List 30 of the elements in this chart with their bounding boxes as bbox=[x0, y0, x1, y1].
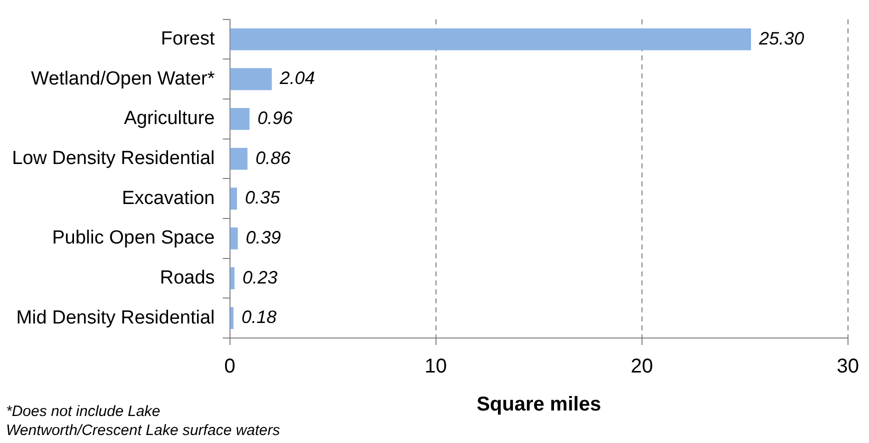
data-label: 0.35 bbox=[244, 188, 281, 208]
data-label: 25.30 bbox=[758, 28, 804, 48]
bar bbox=[230, 108, 250, 130]
bar bbox=[230, 148, 248, 170]
y-tick-label: Forest bbox=[160, 28, 216, 50]
x-axis-title: Square miles bbox=[476, 394, 602, 416]
bar bbox=[230, 307, 234, 330]
bar bbox=[230, 267, 235, 290]
data-label: 0.86 bbox=[255, 148, 292, 168]
bar bbox=[230, 188, 237, 210]
y-tick-label: Public Open Space bbox=[52, 228, 215, 249]
data-label: 2.04 bbox=[278, 68, 315, 88]
x-tick-label: 10 bbox=[424, 356, 447, 378]
y-tick-label: Low Density Residential bbox=[12, 148, 215, 170]
y-tick-label: Roads bbox=[160, 267, 215, 288]
bar bbox=[230, 68, 272, 90]
y-tick-label: Agriculture bbox=[124, 108, 215, 130]
data-label: 0.96 bbox=[258, 108, 294, 128]
text: *Does not include Lake Wentworth/Crescent Lake surface waters bbox=[6, 402, 281, 440]
bar bbox=[230, 227, 238, 250]
data-label: 0.39 bbox=[246, 227, 281, 248]
y-tick-label: Excavation bbox=[122, 188, 215, 209]
x-tick-label: 0 bbox=[224, 356, 236, 378]
data-label: 0.18 bbox=[241, 307, 277, 328]
y-tick-label: Wetland/Open Water* bbox=[31, 68, 216, 90]
bar bbox=[230, 28, 752, 50]
y-tick-label: Mid Density Residential bbox=[16, 307, 215, 328]
x-tick-label: 30 bbox=[836, 356, 859, 378]
data-label: 0.23 bbox=[242, 267, 278, 288]
x-tick-label: 20 bbox=[630, 356, 653, 378]
